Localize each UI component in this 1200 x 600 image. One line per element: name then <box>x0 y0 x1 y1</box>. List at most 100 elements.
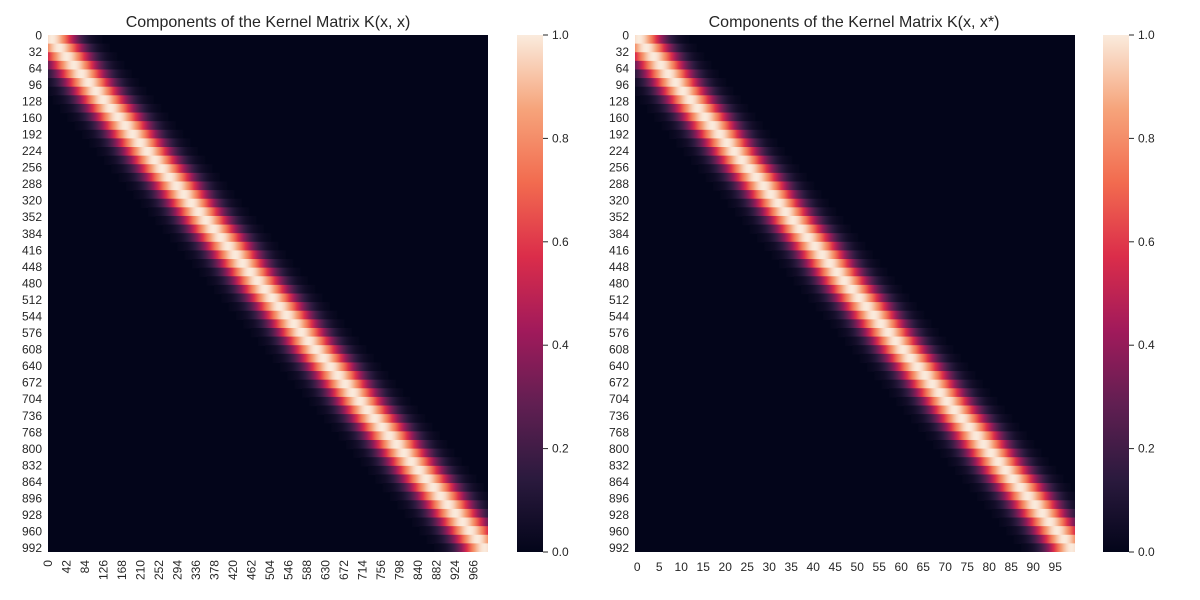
y-tick-label: 864 <box>609 475 629 489</box>
heatmap-panel-kxx: Components of the Kernel Matrix K(x, x) … <box>22 14 569 580</box>
kernel-band-segment <box>742 215 844 226</box>
y-tick-label: 64 <box>616 61 630 75</box>
x-tick-label: 85 <box>1005 560 1019 574</box>
y-tick-label: 928 <box>609 508 629 522</box>
kernel-band-segment <box>635 60 712 71</box>
kernel-band-segment <box>213 284 316 295</box>
kernel-band-segment <box>411 517 488 527</box>
heatmap-plot-area <box>635 35 1075 552</box>
kernel-band-segment <box>962 474 1064 484</box>
heatmap-x-axis: 0 5 10 15 20 25 30 35 40 45 50 55 60 65 70 75 80 85 90 95 <box>634 560 1062 574</box>
heatmap-title: Components of the Kernel Matrix K(x, x*) <box>709 14 1000 31</box>
kernel-band-segment <box>287 371 389 381</box>
kernel-band-segment <box>1020 543 1075 552</box>
kernel-band-segment <box>433 543 488 552</box>
kernel-band-segment <box>793 276 895 286</box>
kernel-band-segment <box>111 164 213 174</box>
kernel-band-segment <box>338 431 440 441</box>
kernel-band-segment <box>888 388 991 398</box>
kernel-band-segment <box>331 422 433 432</box>
y-tick-label: 960 <box>22 525 42 539</box>
x-tick-label: 252 <box>152 560 166 580</box>
x-tick-label: 210 <box>134 560 148 580</box>
kernel-band-segment <box>221 293 323 303</box>
kernel-band-segment <box>235 310 338 320</box>
kernel-band-segment <box>184 250 286 260</box>
x-tick-label: 0 <box>634 560 641 574</box>
y-tick-label: 128 <box>22 94 42 108</box>
kernel-band-segment <box>206 276 308 286</box>
x-tick-label: 42 <box>60 560 74 574</box>
heatmap-plot-area <box>48 35 488 552</box>
kernel-band-segment <box>48 78 140 88</box>
x-tick-label: 50 <box>851 560 865 574</box>
kernel-band-segment <box>837 327 939 338</box>
kernel-band-segment <box>874 371 976 381</box>
y-tick-label: 224 <box>609 144 629 158</box>
y-tick-label: 672 <box>22 376 42 390</box>
y-tick-label: 576 <box>609 326 629 340</box>
x-tick-label: 65 <box>917 560 931 574</box>
colorbar-tick-label: 0.8 <box>1138 131 1155 145</box>
kernel-band-segment <box>309 396 411 407</box>
y-tick-label: 160 <box>609 111 629 125</box>
y-tick-label: 896 <box>609 491 629 505</box>
y-tick-label: 256 <box>609 161 629 175</box>
kernel-band-segment <box>89 138 191 148</box>
kernel-band-segment <box>654 112 756 122</box>
kernel-band-segment <box>323 414 426 424</box>
y-tick-label: 32 <box>29 45 43 59</box>
x-tick-label: 80 <box>983 560 997 574</box>
y-tick-label: 384 <box>609 227 629 241</box>
x-tick-label: 95 <box>1049 560 1063 574</box>
kernel-band-segment <box>103 155 206 165</box>
y-tick-label: 416 <box>609 243 629 257</box>
y-tick-label: 224 <box>22 144 42 158</box>
kernel-band-segment <box>635 52 705 62</box>
y-tick-label: 640 <box>22 359 42 373</box>
kernel-band-segment <box>272 353 374 364</box>
kernel-band-segment <box>133 190 235 200</box>
y-tick-label: 800 <box>22 442 42 456</box>
y-tick-label: 544 <box>22 310 42 324</box>
kernel-band-segment <box>191 259 294 269</box>
colorbar-tick-label: 0.4 <box>552 338 569 352</box>
kernel-band-segment <box>852 345 954 355</box>
kernel-band-segment <box>199 267 301 277</box>
x-tick-label: 294 <box>171 560 185 580</box>
colorbar-tick-label: 0.2 <box>552 442 569 456</box>
kernel-band-segment <box>830 319 932 329</box>
kernel-band <box>635 35 1075 552</box>
kernel-band-segment <box>389 491 488 501</box>
x-tick-label: 966 <box>466 560 480 580</box>
heatmap-y-axis: 0 32 64 96 128 160 192 224 256 288 320 352 384 416 448… <box>22 28 42 555</box>
y-tick-label: 192 <box>22 128 42 142</box>
kernel-band-segment <box>48 35 103 45</box>
y-tick-label: 832 <box>22 458 42 472</box>
x-tick-label: 630 <box>318 560 332 580</box>
y-tick-label: 704 <box>22 392 42 406</box>
kernel-band-segment <box>301 388 404 398</box>
kernel-band-segment <box>969 483 1071 493</box>
x-tick-label: 378 <box>208 560 222 580</box>
kernel-band-segment <box>881 379 983 389</box>
kernel-band-segment <box>896 396 998 407</box>
kernel-band-segment <box>257 336 360 346</box>
y-tick-label: 96 <box>616 78 630 92</box>
y-tick-label: 672 <box>609 376 629 390</box>
x-tick-label: 840 <box>411 560 425 580</box>
x-tick-label: 60 <box>895 560 909 574</box>
kernel-band-segment <box>764 241 866 252</box>
kernel-band-segment <box>940 448 1042 458</box>
kernel-band-segment <box>844 336 947 346</box>
x-tick-label: 588 <box>300 560 314 580</box>
kernel-band-segment <box>918 422 1020 432</box>
colorbar-tick-label: 0.2 <box>1138 442 1155 456</box>
kernel-band-segment <box>169 233 272 243</box>
colorbar-tick-label: 0.6 <box>552 235 569 249</box>
colorbar-axis: 0.0 0.2 0.4 0.6 0.8 1.0 <box>543 28 569 559</box>
colorbar-tick-label: 1.0 <box>552 28 569 42</box>
x-tick-label: 126 <box>97 560 111 580</box>
kernel-band-segment <box>426 534 488 544</box>
